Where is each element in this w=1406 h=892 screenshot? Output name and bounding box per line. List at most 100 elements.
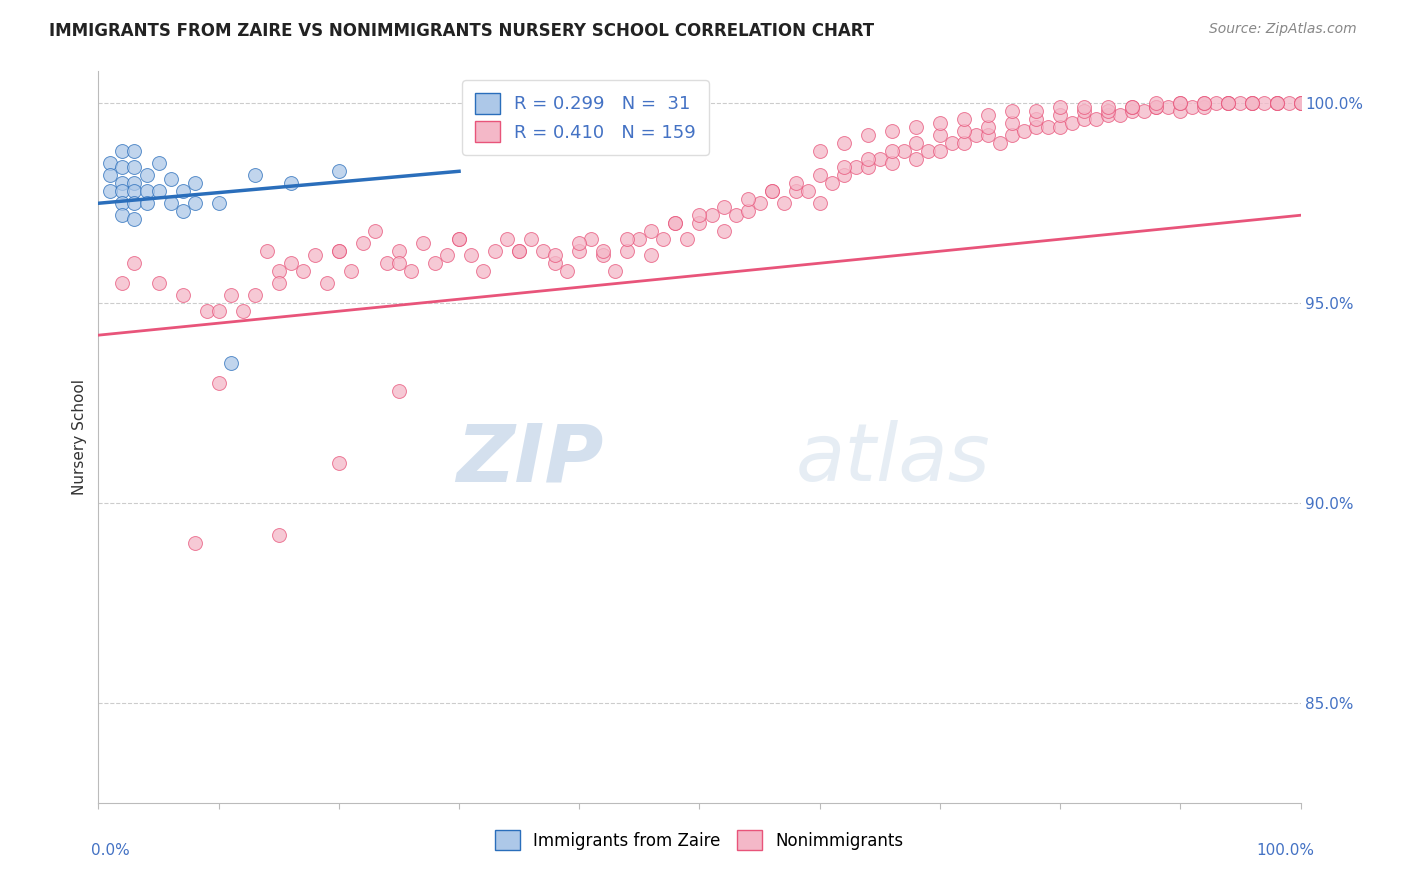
Point xyxy=(291,264,314,278)
Point xyxy=(1049,100,1071,114)
Point xyxy=(965,128,987,143)
Point xyxy=(1133,104,1156,119)
Point xyxy=(1085,112,1108,127)
Point xyxy=(1144,96,1167,111)
Point xyxy=(508,244,530,259)
Point xyxy=(124,145,146,159)
Point xyxy=(436,248,458,262)
Point xyxy=(1001,116,1024,130)
Point xyxy=(737,204,759,219)
Point xyxy=(111,208,134,222)
Point xyxy=(232,304,254,318)
Point xyxy=(124,176,146,190)
Point xyxy=(832,136,855,151)
Point xyxy=(688,216,710,230)
Point xyxy=(267,528,290,542)
Point xyxy=(328,456,350,470)
Point xyxy=(748,196,770,211)
Point xyxy=(953,112,976,127)
Point xyxy=(124,212,146,227)
Point xyxy=(1049,120,1071,135)
Point xyxy=(977,128,1000,143)
Point xyxy=(1289,96,1312,111)
Point xyxy=(928,128,950,143)
Point xyxy=(1097,108,1119,122)
Text: 0.0%: 0.0% xyxy=(91,843,131,858)
Point xyxy=(111,196,134,211)
Point xyxy=(1218,96,1240,111)
Point xyxy=(1036,120,1059,135)
Point xyxy=(808,196,831,211)
Point xyxy=(904,153,927,167)
Point xyxy=(616,244,638,259)
Point xyxy=(111,145,134,159)
Point xyxy=(1025,120,1047,135)
Point xyxy=(352,236,374,251)
Point xyxy=(1181,100,1204,114)
Point xyxy=(821,176,844,190)
Point xyxy=(568,236,591,251)
Point xyxy=(328,244,350,259)
Point xyxy=(616,232,638,246)
Point xyxy=(159,172,181,186)
Point xyxy=(1097,104,1119,119)
Point xyxy=(280,256,302,270)
Point xyxy=(195,304,218,318)
Point xyxy=(664,216,686,230)
Point xyxy=(1157,100,1180,114)
Point xyxy=(1121,100,1143,114)
Point xyxy=(772,196,794,211)
Point xyxy=(581,232,603,246)
Point xyxy=(1194,96,1216,111)
Point xyxy=(856,128,879,143)
Text: Source: ZipAtlas.com: Source: ZipAtlas.com xyxy=(1209,22,1357,37)
Point xyxy=(1289,96,1312,111)
Point xyxy=(267,276,290,290)
Point xyxy=(640,248,662,262)
Point xyxy=(172,288,194,302)
Point xyxy=(1241,96,1264,111)
Point xyxy=(977,108,1000,122)
Point xyxy=(447,232,470,246)
Point xyxy=(640,224,662,238)
Text: IMMIGRANTS FROM ZAIRE VS NONIMMIGRANTS NURSERY SCHOOL CORRELATION CHART: IMMIGRANTS FROM ZAIRE VS NONIMMIGRANTS N… xyxy=(49,22,875,40)
Point xyxy=(1073,104,1095,119)
Point xyxy=(100,184,122,198)
Point xyxy=(953,124,976,138)
Point xyxy=(340,264,363,278)
Point xyxy=(893,145,915,159)
Point xyxy=(544,256,567,270)
Text: atlas: atlas xyxy=(796,420,990,498)
Point xyxy=(243,169,266,183)
Point xyxy=(388,384,411,398)
Point xyxy=(208,376,231,391)
Point xyxy=(628,232,651,246)
Point xyxy=(676,232,699,246)
Point xyxy=(183,536,205,550)
Point xyxy=(988,136,1011,151)
Point xyxy=(856,161,879,175)
Point xyxy=(1170,96,1192,111)
Point xyxy=(1241,96,1264,111)
Point xyxy=(520,232,543,246)
Point xyxy=(832,161,855,175)
Point xyxy=(713,200,735,214)
Point xyxy=(1170,104,1192,119)
Point xyxy=(1229,96,1251,111)
Point xyxy=(423,256,446,270)
Point xyxy=(688,208,710,222)
Point xyxy=(148,276,170,290)
Point xyxy=(256,244,278,259)
Point xyxy=(1218,96,1240,111)
Point xyxy=(124,256,146,270)
Point xyxy=(1097,100,1119,114)
Point xyxy=(928,145,950,159)
Point xyxy=(135,169,157,183)
Point xyxy=(148,184,170,198)
Point xyxy=(785,176,807,190)
Point xyxy=(472,264,495,278)
Point xyxy=(315,276,337,290)
Point xyxy=(111,176,134,190)
Point xyxy=(1073,100,1095,114)
Point xyxy=(953,136,976,151)
